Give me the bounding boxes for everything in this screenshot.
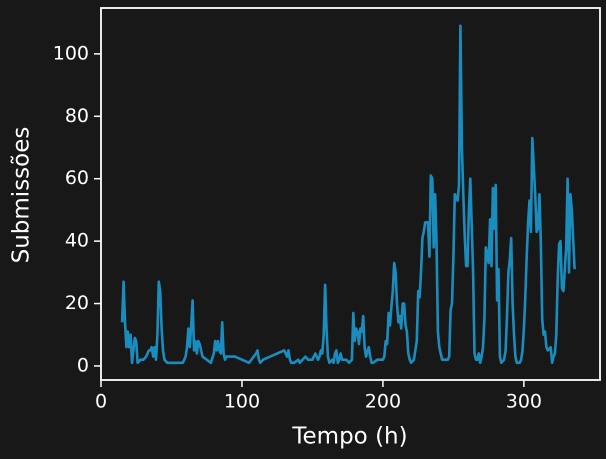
y-tick-label: 60 bbox=[65, 167, 89, 189]
data-line bbox=[120, 24, 576, 365]
x-axis-label: Tempo (h) bbox=[291, 424, 407, 450]
x-tick-label: 200 bbox=[365, 391, 401, 413]
y-tick-label: 20 bbox=[65, 292, 89, 314]
x-tick-label: 300 bbox=[506, 391, 542, 413]
axes-frame bbox=[100, 7, 601, 381]
y-tick-label: 40 bbox=[65, 230, 89, 252]
y-tick-label: 100 bbox=[53, 42, 89, 64]
y-axis-label: Submissões bbox=[9, 127, 35, 264]
x-tick-label: 0 bbox=[95, 391, 107, 413]
y-tick-label: 80 bbox=[65, 105, 89, 127]
x-tick-label: 100 bbox=[224, 391, 260, 413]
y-tick-label: 0 bbox=[77, 354, 89, 376]
